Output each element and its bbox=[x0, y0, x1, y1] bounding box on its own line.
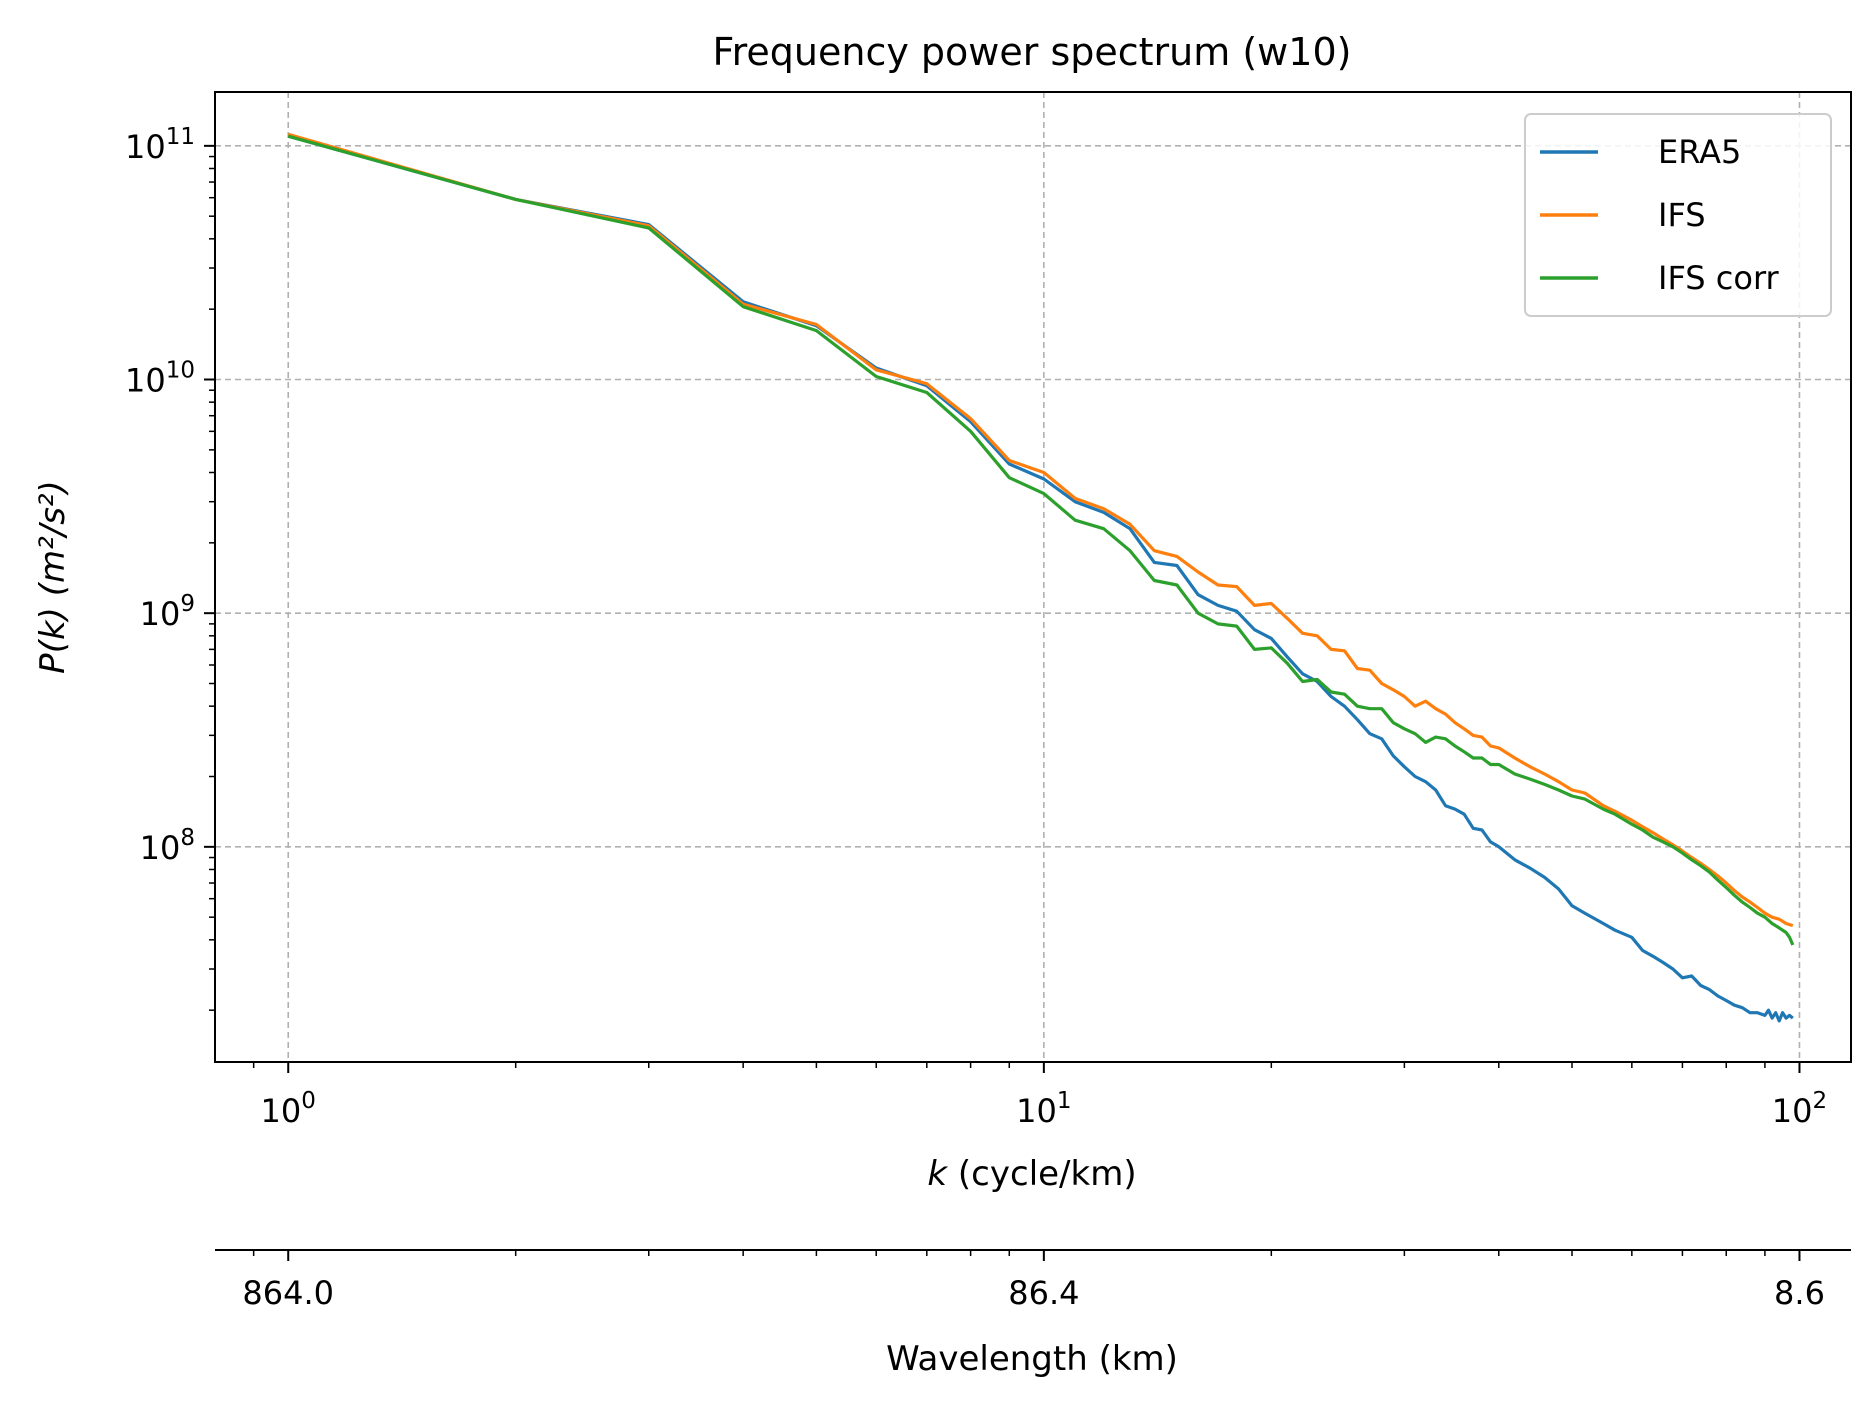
secondary-x-tick-label: 8.6 bbox=[1774, 1274, 1825, 1312]
x-tick-label: 100 bbox=[261, 1088, 316, 1130]
x-tick-label-exponent: 1 bbox=[1057, 1088, 1072, 1114]
x-axis-label: k (cycle/km) bbox=[927, 1154, 1136, 1194]
y-tick-label-exponent: 9 bbox=[180, 591, 195, 617]
y-axis-label-group: P(k) (m²/s²) bbox=[33, 480, 73, 674]
legend-label: IFS corr bbox=[1658, 259, 1780, 297]
y-tick-label-base: 10 bbox=[125, 362, 166, 400]
y-tick-label-exponent: 11 bbox=[166, 124, 195, 150]
x-axis-label-variable: k bbox=[927, 1154, 948, 1194]
secondary-x-axis: 864.0 86.4 8.6 bbox=[242, 1250, 1825, 1312]
x-tick-label-base: 10 bbox=[261, 1092, 302, 1130]
x-tick-label: 101 bbox=[1016, 1088, 1071, 1130]
series-line-ifs-corr bbox=[287, 134, 1795, 946]
y-axis-label-unit: (m²/s²) bbox=[33, 480, 73, 596]
y-tick-label: 1010 bbox=[125, 358, 195, 400]
secondary-x-tick-label: 86.4 bbox=[1008, 1274, 1079, 1312]
y-axis-label: P(k) (m²/s²) bbox=[33, 480, 73, 674]
legend: ERA5 IFS IFS corr bbox=[1524, 113, 1832, 317]
x-tick-label-base: 10 bbox=[1016, 1092, 1057, 1130]
x-tick-label-exponent: 2 bbox=[1813, 1088, 1828, 1114]
legend-label: IFS bbox=[1658, 196, 1706, 234]
x-tick-label: 102 bbox=[1772, 1088, 1827, 1130]
chart-title: Frequency power spectrum (w10) bbox=[713, 30, 1352, 74]
secondary-x-tick-label: 864.0 bbox=[242, 1274, 334, 1312]
y-tick-label: 108 bbox=[140, 825, 195, 867]
series-line-ifs bbox=[287, 132, 1794, 928]
y-tick-label: 1011 bbox=[125, 124, 195, 166]
plot-frame bbox=[214, 91, 1852, 1063]
y-tick-label-base: 10 bbox=[125, 128, 166, 166]
x-tick-label-base: 10 bbox=[1772, 1092, 1813, 1130]
y-axis-label-spacer bbox=[33, 596, 73, 607]
legend-box bbox=[1524, 113, 1832, 317]
y-tick-label-base: 10 bbox=[140, 829, 181, 867]
y-tick-label: 109 bbox=[140, 591, 195, 633]
plot-series bbox=[287, 132, 1795, 1023]
y-tick-label-base: 10 bbox=[140, 595, 181, 633]
y-tick-label-exponent: 8 bbox=[180, 825, 195, 851]
x-axis-label-unit: (cycle/km) bbox=[947, 1154, 1136, 1194]
x-tick-label-exponent: 0 bbox=[301, 1088, 316, 1114]
legend-label: ERA5 bbox=[1658, 133, 1741, 171]
series-line-era5 bbox=[287, 134, 1794, 1023]
y-tick-label-exponent: 10 bbox=[166, 358, 195, 384]
y-axis-label-variable: P(k) bbox=[33, 607, 73, 674]
secondary-x-axis-label: Wavelength (km) bbox=[886, 1339, 1178, 1379]
